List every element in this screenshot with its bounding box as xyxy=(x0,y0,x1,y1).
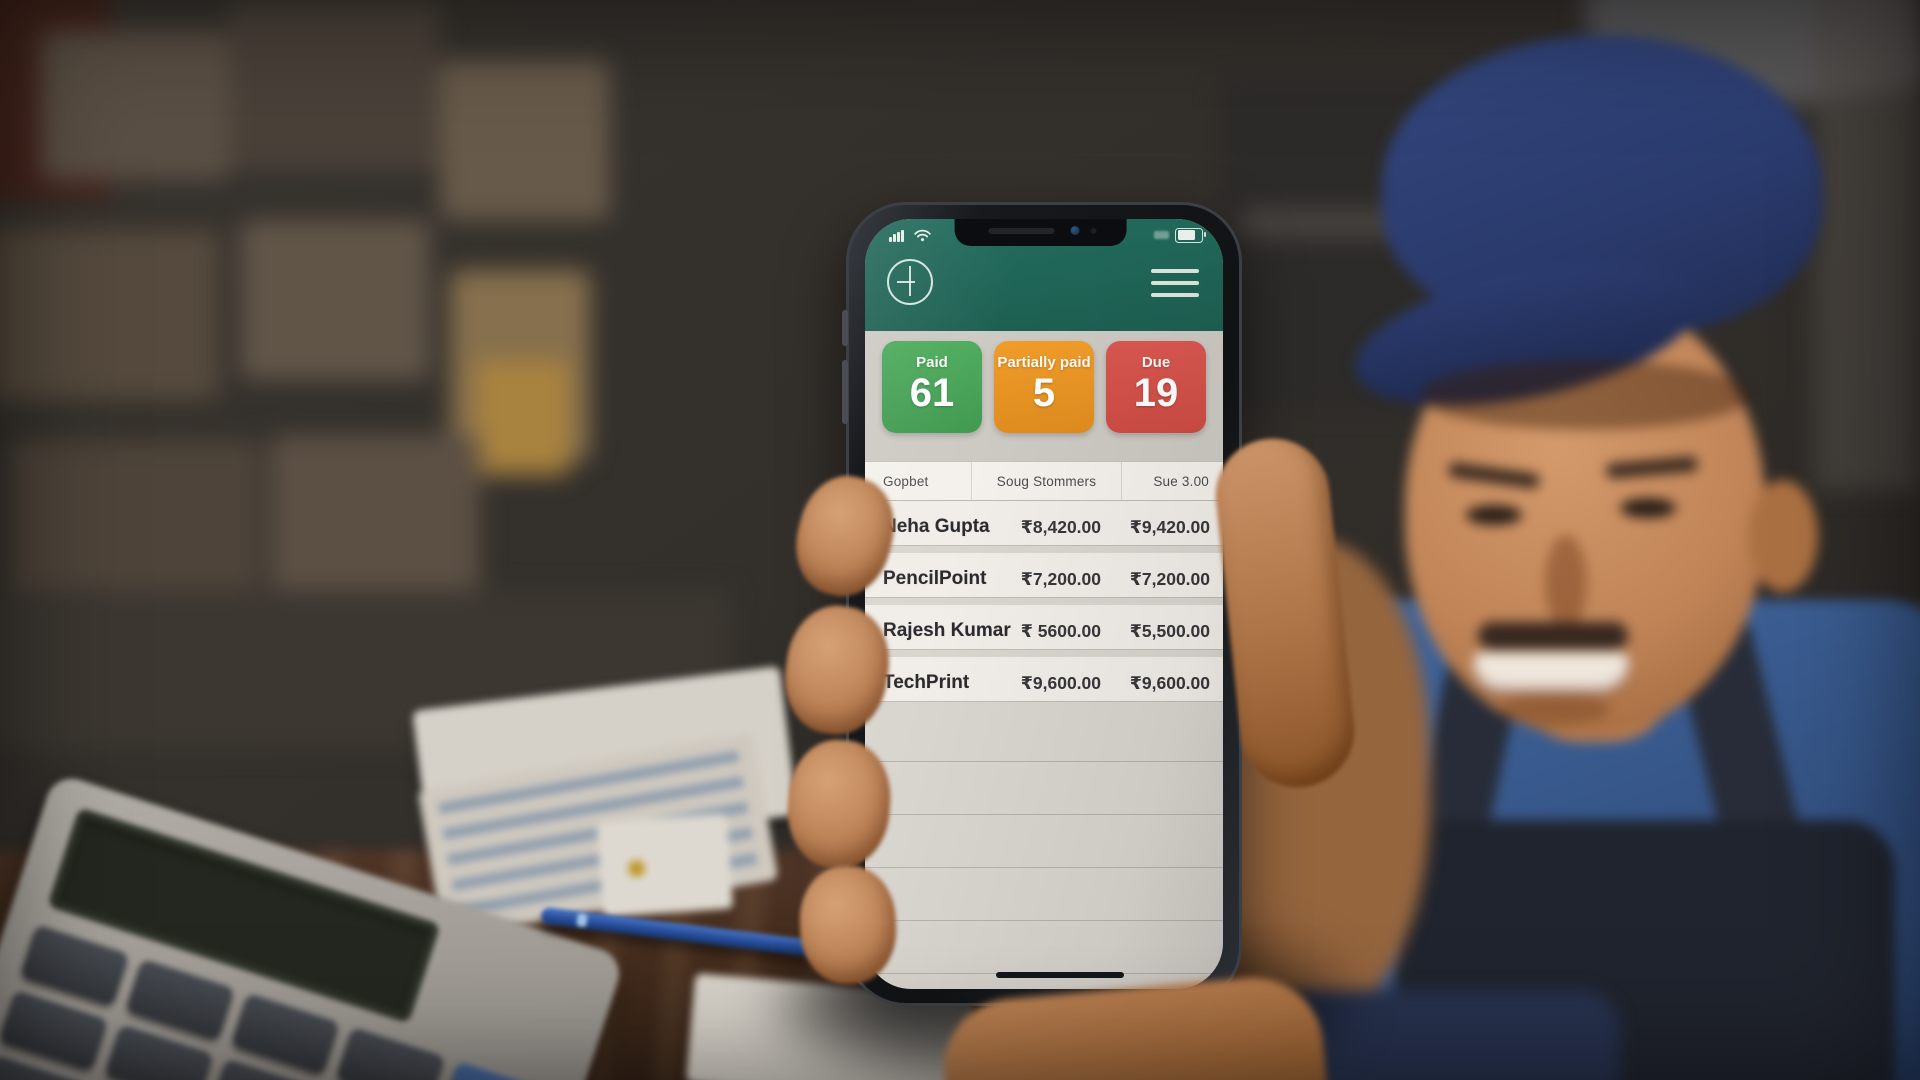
empty-table-row xyxy=(865,815,1223,868)
customer-name: PencilPoint xyxy=(883,568,987,589)
status-bar-left xyxy=(889,228,932,242)
empty-table-row xyxy=(865,868,1223,921)
paid-card-label: Paid xyxy=(916,354,948,371)
amount-1: ₹8,420.00 xyxy=(1020,516,1101,537)
amount-1: ₹ 5600.00 xyxy=(1020,620,1101,641)
status-text-blur xyxy=(1154,231,1169,239)
finger xyxy=(797,864,899,986)
table-row[interactable]: Rajesh Kumar ₹ 5600.00 ₹5,500.00 xyxy=(865,605,1223,657)
due-card-label: Due xyxy=(1141,354,1171,371)
battery-icon xyxy=(1175,227,1207,243)
summary-cards: Paid 61 Partially paid 5 Due 19 xyxy=(865,341,1223,433)
clock-icon[interactable] xyxy=(887,259,933,305)
phone-notch xyxy=(954,219,1127,246)
amount-1: ₹7,200.00 xyxy=(1020,568,1101,589)
empty-table-row xyxy=(865,709,1223,762)
partially-paid-card-value: 5 xyxy=(1032,371,1056,415)
empty-table-row xyxy=(865,762,1223,815)
home-indicator[interactable] xyxy=(996,972,1124,978)
smartphone: Paid 61 Partially paid 5 Due 19 Gopbet S… xyxy=(842,202,1242,1006)
customer-name: TechPrint xyxy=(883,672,970,693)
table-row[interactable]: Neha Gupta ₹8,420.00 ₹9,420.00 xyxy=(865,501,1223,553)
worker-chin-shadow xyxy=(1500,695,1610,725)
paid-card-value: 61 xyxy=(909,371,955,415)
wifi-icon xyxy=(914,229,931,242)
worker-ear xyxy=(1748,480,1818,592)
worker-mustache xyxy=(1478,622,1628,650)
notch-sensor xyxy=(1090,228,1097,234)
phone-screen: Paid 61 Partially paid 5 Due 19 Gopbet S… xyxy=(865,219,1223,989)
worker-eye-right xyxy=(1620,498,1676,518)
table-header-customer: Gopbet xyxy=(883,473,929,489)
shelf-box xyxy=(40,30,230,180)
cellular-signal-icon xyxy=(889,230,904,242)
amount-2: ₹5,500.00 xyxy=(1129,620,1210,641)
table-header-amount-1: Soug Stommers xyxy=(971,462,1121,500)
due-card-value: 19 xyxy=(1133,371,1179,415)
volume-button xyxy=(842,310,848,346)
cap-shadow xyxy=(1420,360,1750,430)
customers-table: Gopbet Soug Stommers Sue 3.00 Neha Gupta… xyxy=(865,461,1223,974)
shelf-box xyxy=(0,230,220,400)
table-header-amount-2: Sue 3.00 xyxy=(1121,462,1223,500)
table-row[interactable]: PencilPoint ₹7,200.00 ₹7,200.00 xyxy=(865,553,1223,605)
shelf-box xyxy=(230,0,440,170)
worker-eye-left xyxy=(1466,505,1522,525)
amount-2: ₹9,600.00 xyxy=(1129,672,1210,693)
amount-2: ₹9,420.00 xyxy=(1129,516,1210,537)
shelf-box xyxy=(240,220,430,380)
partially-paid-card[interactable]: Partially paid 5 xyxy=(994,341,1094,433)
paid-card[interactable]: Paid 61 xyxy=(882,341,982,433)
speaker-slot xyxy=(988,228,1055,234)
shelf-box xyxy=(270,435,480,595)
worker-smile-teeth xyxy=(1472,652,1630,694)
back-wall xyxy=(1815,0,1920,490)
due-card[interactable]: Due 19 xyxy=(1106,341,1206,433)
customer-name: Neha Gupta xyxy=(883,516,990,537)
table-row[interactable]: TechPrint ₹9,600.00 ₹9,600.00 xyxy=(865,657,1223,709)
worker-nose-shadow xyxy=(1545,535,1587,630)
customer-name: Rajesh Kumar xyxy=(883,620,1011,641)
volume-button xyxy=(842,360,848,424)
partially-paid-card-label: Partially paid xyxy=(997,354,1091,371)
amount-2: ₹7,200.00 xyxy=(1129,568,1210,589)
shelf-box xyxy=(440,60,610,220)
empty-table-row xyxy=(865,921,1223,974)
table-header-row: Gopbet Soug Stommers Sue 3.00 xyxy=(865,461,1223,501)
hamburger-menu-icon[interactable] xyxy=(1151,269,1199,297)
notch-camera-icon xyxy=(1070,226,1080,235)
shelf-box xyxy=(475,360,570,475)
amount-1: ₹9,600.00 xyxy=(1020,672,1101,693)
status-bar-right xyxy=(1154,227,1207,243)
shelf-box xyxy=(10,440,260,610)
